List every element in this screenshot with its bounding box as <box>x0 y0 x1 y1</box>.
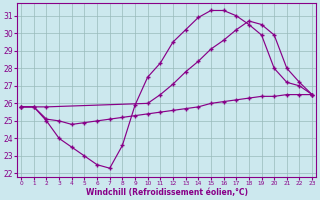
X-axis label: Windchill (Refroidissement éolien,°C): Windchill (Refroidissement éolien,°C) <box>86 188 248 197</box>
